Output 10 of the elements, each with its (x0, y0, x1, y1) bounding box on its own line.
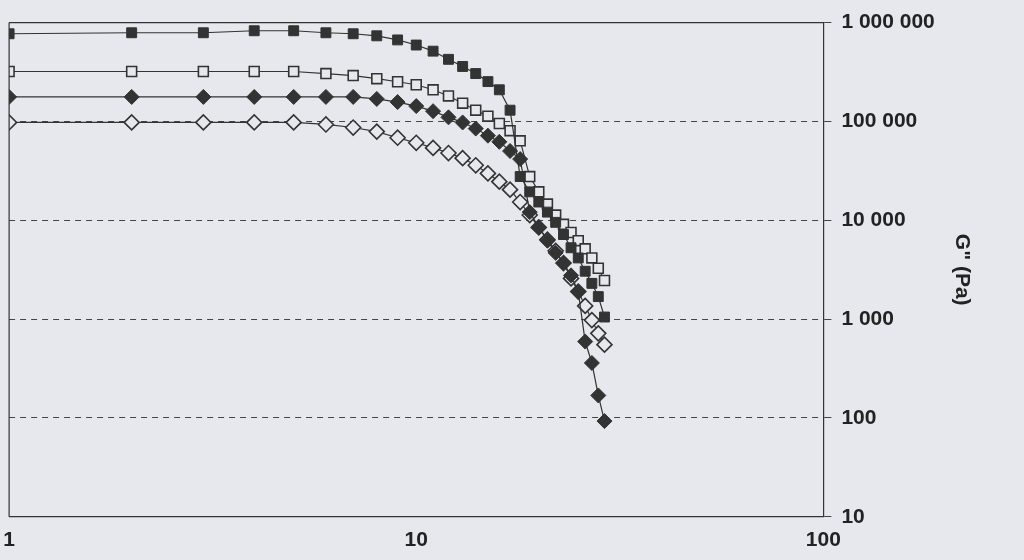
x-tick-label: 10 (404, 527, 428, 551)
x-tick-label: 1 (3, 527, 16, 551)
y-tick-label: 10 000 (841, 207, 906, 231)
x-tick-label: 100 (805, 527, 841, 551)
y-tick-label: 100 000 (841, 108, 918, 132)
y-tick-label: 1 000 (841, 305, 894, 329)
y-axis-title: G" (Pa) (951, 233, 975, 306)
y-tick-label: 10 (841, 503, 865, 527)
y-tick-label: 100 (841, 404, 877, 428)
y-tick-label: 1 000 000 (841, 9, 935, 33)
